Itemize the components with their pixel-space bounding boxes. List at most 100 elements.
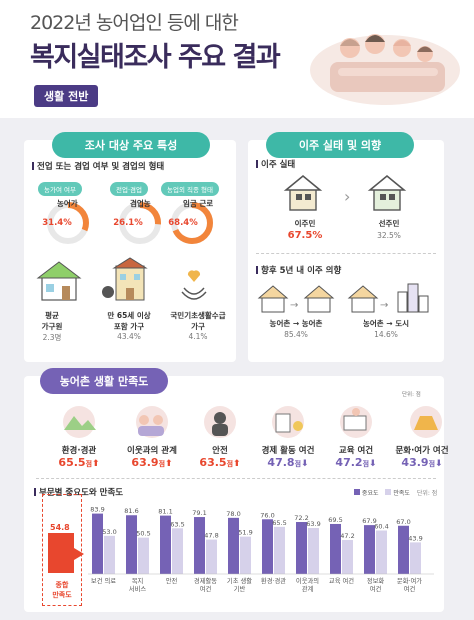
legend-swatch-2 xyxy=(385,489,392,495)
bar-value-label: 43.9 xyxy=(408,534,422,542)
sat-item-6: 문화·여가 여건 43.9점⬇ xyxy=(388,444,456,469)
satisfaction-unit: 단위: 점 xyxy=(402,392,421,398)
survey-panel xyxy=(24,140,236,362)
bar-value-label: 79.1 xyxy=(192,509,206,517)
chart-divider xyxy=(36,478,436,479)
bar-satisfaction xyxy=(206,539,217,574)
intent-icons: → → xyxy=(257,283,429,313)
sat-value: 47.2 xyxy=(335,456,363,469)
category-label: 안전 xyxy=(166,576,178,585)
house-icon xyxy=(283,174,323,211)
overall-value: 54.8 xyxy=(50,523,70,532)
migration-icons: › xyxy=(283,174,407,211)
survey-item-2-label: 만 65세 이상 포함 가구 xyxy=(107,311,151,331)
sat-item-4: 경제 활동 여건 47.8점⬇ xyxy=(254,444,322,469)
bar-satisfaction xyxy=(172,528,183,574)
category-label: 경제활동 여건 xyxy=(194,576,217,593)
bar-value-label: 63.5 xyxy=(170,520,184,528)
bar-value-label: 81.6 xyxy=(124,507,138,515)
intent-city-value: 14.6% xyxy=(374,330,398,339)
bar-value-label: 76.0 xyxy=(260,511,274,519)
migrant-label: 이주민 xyxy=(294,219,316,228)
category-label: 정보화 여건 xyxy=(367,576,385,593)
bar-value-label: 63.9 xyxy=(306,520,320,528)
bar-importance xyxy=(398,525,409,574)
migrant-value: 67.5% xyxy=(287,230,323,241)
bar-value-label: 51.9 xyxy=(238,529,252,537)
donut-tag-1: 농가여 여부 xyxy=(38,182,82,196)
sat-unit: 점 xyxy=(428,460,436,468)
economy-icon xyxy=(272,406,304,438)
bar-importance xyxy=(194,517,205,574)
bar-value-label: 81.1 xyxy=(158,508,172,516)
sat-value: 63.5 xyxy=(199,456,227,469)
migration-divider xyxy=(256,253,436,254)
bar-value-label: 53.0 xyxy=(102,528,116,536)
bar-importance xyxy=(262,519,273,574)
culture-icon xyxy=(410,406,442,438)
sat-unit: 점 xyxy=(294,460,302,468)
bar-value-label: 65.5 xyxy=(272,519,286,527)
sat-unit: 점 xyxy=(85,460,93,468)
legend: 중요도 만족도 단위: 점 xyxy=(354,488,437,497)
bar-value-label: 72.2 xyxy=(294,514,308,522)
bar-satisfaction xyxy=(138,537,149,574)
category-label: 환경·경관 xyxy=(261,576,286,585)
sat-unit: 점 xyxy=(158,460,166,468)
svg-text:→: → xyxy=(380,300,388,311)
city-icon xyxy=(397,283,429,313)
bar-value-label: 83.9 xyxy=(90,506,104,514)
survey-item-1-label: 평균 가구원 xyxy=(41,311,63,331)
sat-item-1: 환경·경관 65.5점⬆ xyxy=(45,444,113,469)
bar-satisfaction xyxy=(342,540,353,574)
donut-value-1: 31.4% xyxy=(42,218,72,228)
building-icon xyxy=(102,257,148,301)
overall-label: 종합 만족도 xyxy=(52,581,72,599)
sat-item-2: 이웃과의 관계 63.9점⬆ xyxy=(118,444,186,469)
arrow-up-icon: ⬆ xyxy=(92,459,100,469)
arrow-down-icon: ⬇ xyxy=(369,459,377,469)
donut-name-1: 농어가 xyxy=(57,199,78,208)
education-icon xyxy=(340,406,372,438)
sat-unit: 점 xyxy=(362,460,370,468)
title-line1: 2022년 농어업인 등에 대한 xyxy=(30,12,239,34)
bar-importance xyxy=(330,523,341,574)
survey-item-3-value: 4.1% xyxy=(188,332,208,341)
bar-value-label: 78.0 xyxy=(226,510,240,518)
bar-value-label: 60.4 xyxy=(374,523,388,531)
donut-arc xyxy=(47,202,89,244)
neighbors-icon xyxy=(136,406,168,438)
arrow-down-icon: ⬇ xyxy=(301,459,309,469)
donut-arc xyxy=(171,202,213,244)
bar-satisfaction xyxy=(410,542,421,574)
donut-tag-3: 농업외 직종 형태 xyxy=(161,182,219,196)
migration-panel xyxy=(248,140,444,362)
category-label: 교육 여건 xyxy=(329,576,354,585)
sat-item-5: 교육 여건 47.2점⬇ xyxy=(322,444,390,469)
survey-item-2-value: 43.4% xyxy=(117,332,141,341)
donut-name-2: 겸업농 xyxy=(130,199,151,208)
sat-name: 이웃과의 관계 xyxy=(127,446,177,456)
sat-value: 43.9 xyxy=(401,456,429,469)
category-label: 보건 의료 xyxy=(91,576,116,585)
chart-unit: 단위: 점 xyxy=(416,490,438,497)
sat-name: 경제 활동 여건 xyxy=(261,446,315,456)
migration-subtitle-2: 향후 5년 내 이주 의향 xyxy=(256,264,341,276)
overall-bar xyxy=(48,533,74,573)
bar-importance xyxy=(92,513,103,574)
intent-rural-label: 농어촌 → 농어촌 xyxy=(269,319,323,328)
legend-label-2: 만족도 xyxy=(393,490,410,497)
bar-value-label: 67.0 xyxy=(396,518,410,526)
arrow-up-icon: ⬆ xyxy=(165,459,173,469)
donut-value-3: 68.4% xyxy=(168,218,198,228)
survey-subtitle: 전업 또는 겸업 여부 및 겸업의 형태 xyxy=(32,160,164,172)
bar-value-label: 50.5 xyxy=(136,530,150,538)
bar-satisfaction xyxy=(376,530,387,574)
importance-satisfaction-chart: 83.9 53.0 보건 의료 81.6 50.5 복지 서비스 81.1 63.5 안전 79.1… xyxy=(88,506,434,593)
survey-item-3-label: 국민기초생활수급 가구 xyxy=(170,311,226,331)
house-icon xyxy=(36,261,82,301)
house-icon xyxy=(257,285,289,313)
overall-bracket xyxy=(42,494,82,606)
header: 2022년 농어업인 등에 대한 복지실태조사 주요 결과 생활 전반 xyxy=(0,0,474,118)
sat-name: 교육 여건 xyxy=(338,446,374,456)
